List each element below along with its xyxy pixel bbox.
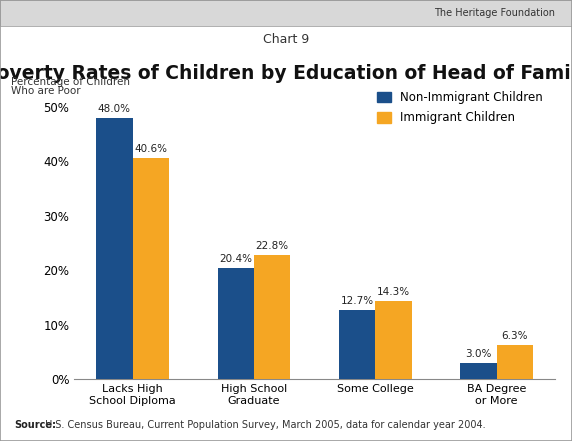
Text: Percentage of Children: Percentage of Children bbox=[11, 77, 130, 87]
Text: 22.8%: 22.8% bbox=[256, 241, 289, 251]
Bar bbox=[133, 158, 169, 379]
Bar bbox=[254, 255, 291, 379]
Bar bbox=[496, 345, 533, 379]
Bar bbox=[339, 310, 375, 379]
Text: U.S. Census Bureau, Current Population Survey, March 2005, data for calendar yea: U.S. Census Bureau, Current Population S… bbox=[42, 420, 486, 430]
Text: 48.0%: 48.0% bbox=[98, 104, 131, 114]
Bar bbox=[217, 268, 254, 379]
Text: The Heritage Foundation: The Heritage Foundation bbox=[434, 8, 555, 18]
Legend: Non-Immigrant Children, Immigrant Children: Non-Immigrant Children, Immigrant Childr… bbox=[371, 85, 549, 130]
Text: Who are Poor: Who are Poor bbox=[11, 86, 81, 96]
Text: 40.6%: 40.6% bbox=[134, 144, 167, 154]
Text: 20.4%: 20.4% bbox=[219, 254, 252, 264]
Bar bbox=[375, 301, 412, 379]
Text: 6.3%: 6.3% bbox=[502, 331, 528, 341]
Text: Chart 9: Chart 9 bbox=[263, 34, 309, 46]
Text: 3.0%: 3.0% bbox=[465, 349, 491, 359]
Bar bbox=[96, 118, 133, 379]
Text: Source:: Source: bbox=[14, 420, 56, 430]
Text: 12.7%: 12.7% bbox=[340, 296, 374, 306]
Bar bbox=[460, 363, 496, 379]
Text: 14.3%: 14.3% bbox=[377, 288, 410, 298]
Text: Poverty Rates of Children by Education of Head of Family: Poverty Rates of Children by Education o… bbox=[0, 64, 572, 83]
